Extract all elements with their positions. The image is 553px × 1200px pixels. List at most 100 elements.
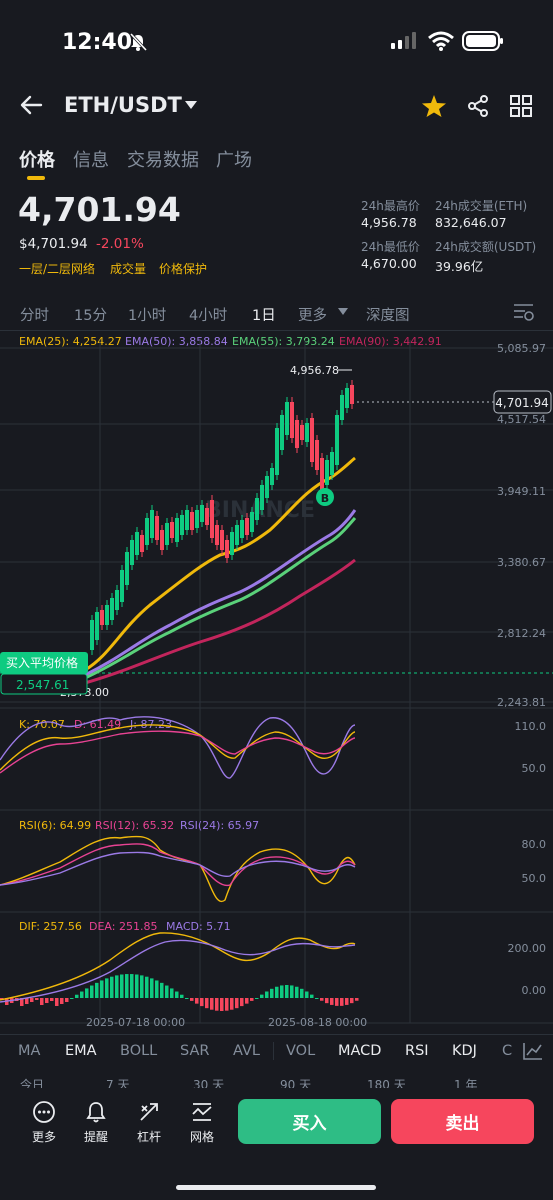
candle-body — [145, 518, 149, 545]
macd-value: MACD: 5.71 — [166, 920, 231, 933]
more-chevron-icon[interactable] — [338, 308, 348, 316]
tab-square[interactable]: 广场 — [216, 150, 252, 171]
price-chart[interactable]: 5,085.97 4,517.54 3,949.11 3,380.67 2,81… — [0, 340, 553, 1030]
grid-menu-icon[interactable] — [510, 95, 532, 117]
chevron-down-icon[interactable] — [184, 100, 198, 110]
avg-buy-value: 2,547.61 — [16, 678, 69, 692]
tf-1h[interactable]: 1小时 — [128, 308, 167, 324]
candle-body — [265, 476, 269, 498]
ind-avl[interactable]: AVL — [233, 1043, 260, 1059]
candle-body — [335, 415, 339, 465]
macd-histogram-bar — [350, 998, 354, 1004]
macd-histogram-bar — [150, 978, 154, 998]
last-price: 4,701.94 — [18, 190, 181, 229]
rsi-y-80: 80.0 — [522, 838, 547, 851]
macd-histogram-bar — [130, 974, 134, 998]
macd-histogram-bar — [155, 980, 159, 998]
tab-trading-data[interactable]: 交易数据 — [127, 150, 199, 171]
nav-leverage[interactable]: 杠杆 — [129, 1100, 169, 1145]
tab-info[interactable]: 信息 — [73, 150, 109, 171]
candle-body — [210, 500, 214, 538]
sell-button[interactable]: 卖出 — [391, 1099, 534, 1144]
ind-ema[interactable]: EMA — [65, 1043, 97, 1059]
candle-body — [190, 512, 194, 530]
candle-body — [215, 525, 219, 545]
battery-icon — [462, 31, 503, 51]
tf-more[interactable]: 更多 — [298, 308, 327, 324]
nav-alert[interactable]: 提醒 — [76, 1100, 116, 1145]
macd-histogram-bar — [230, 998, 234, 1010]
nav-more[interactable]: 更多 — [24, 1100, 64, 1145]
ind-vol[interactable]: VOL — [286, 1043, 316, 1059]
vol-eth-value: 832,646.07 — [435, 215, 507, 230]
nav-alert-label: 提醒 — [83, 1130, 108, 1144]
candle-body — [255, 498, 259, 520]
candle-body — [250, 512, 254, 532]
macd-histogram-bar — [25, 998, 29, 1004]
macd-histogram-bar — [80, 991, 84, 998]
ind-macd[interactable]: MACD — [338, 1043, 382, 1059]
macd-histogram-bar — [40, 998, 44, 1005]
macd-histogram-bar — [195, 998, 199, 1004]
tf-4h[interactable]: 4小时 — [189, 308, 228, 324]
macd-histogram-bar — [345, 998, 349, 1005]
indicator-chart-icon[interactable] — [522, 1041, 544, 1061]
ind-rsi[interactable]: RSI — [405, 1043, 429, 1059]
macd-histogram-bar — [160, 982, 164, 998]
tf-1d[interactable]: 1日 — [252, 308, 276, 324]
tf-line[interactable]: 分时 — [20, 308, 49, 324]
kdj-d: D: 61.49 — [74, 718, 121, 731]
nav-leverage-label: 杠杆 — [136, 1130, 161, 1144]
candle-body — [165, 523, 169, 545]
candle-body — [230, 532, 234, 555]
star-icon[interactable] — [421, 94, 447, 118]
macd-histogram-bar — [35, 998, 39, 1000]
candle-body — [340, 395, 344, 420]
macd-y-0: 0.00 — [522, 984, 547, 997]
macd-histogram-bar — [225, 998, 229, 1011]
tab-price[interactable]: 价格 — [19, 150, 55, 171]
macd-histogram-bar — [120, 974, 124, 998]
macd-histogram-bar — [55, 998, 59, 1006]
candle-body — [90, 620, 94, 650]
tag-volume[interactable]: 成交量 — [110, 262, 147, 276]
chart-settings-icon[interactable] — [513, 302, 535, 322]
nav-grid[interactable]: 网格 — [182, 1100, 222, 1145]
high-value: 4,956.78 — [361, 215, 417, 230]
kdj-y-50: 50.0 — [522, 762, 547, 775]
kdj-y-110: 110.0 — [515, 720, 547, 733]
ind-c[interactable]: C — [502, 1043, 513, 1059]
back-arrow-icon[interactable] — [19, 94, 45, 116]
macd-histogram-bar — [340, 998, 344, 1006]
home-indicator — [176, 1185, 376, 1190]
buy-marker[interactable]: B — [321, 492, 329, 505]
ind-kdj[interactable]: KDJ — [452, 1043, 477, 1059]
share-icon[interactable] — [466, 94, 490, 118]
macd-histogram-bar — [255, 998, 259, 999]
ind-boll[interactable]: BOLL — [120, 1043, 158, 1059]
rsi-y-50: 50.0 — [522, 872, 547, 885]
macd-histogram-bar — [285, 985, 289, 998]
macd-histogram-bar — [210, 998, 214, 1010]
macd-histogram-bar — [75, 994, 79, 998]
ind-sar[interactable]: SAR — [180, 1043, 210, 1059]
tf-15m[interactable]: 15分 — [74, 308, 107, 324]
macd-histogram-bar — [265, 991, 269, 998]
macd-histogram-bar — [105, 978, 109, 998]
tag-l1-l2[interactable]: 一层/二层网络 — [19, 262, 96, 276]
candle-body — [300, 425, 304, 440]
macd-histogram-bar — [325, 998, 329, 1004]
macd-histogram-bar — [305, 991, 309, 998]
ind-ma[interactable]: MA — [18, 1043, 41, 1059]
current-price-tag: 4,701.94 — [495, 396, 548, 410]
tf-depth[interactable]: 深度图 — [366, 308, 410, 324]
buy-button[interactable]: 买入 — [238, 1099, 381, 1144]
macd-histogram-bar — [45, 998, 49, 1003]
macd-histogram-bar — [335, 998, 339, 1006]
pair-title[interactable]: ETH/USDT — [64, 93, 182, 117]
avg-buy-label: 买入平均价格 — [6, 655, 78, 670]
macd-histogram-bar — [145, 976, 149, 998]
macd-histogram-bar — [190, 998, 194, 1001]
macd-histogram-bar — [65, 998, 69, 1002]
tag-price-protection[interactable]: 价格保护 — [159, 262, 208, 276]
